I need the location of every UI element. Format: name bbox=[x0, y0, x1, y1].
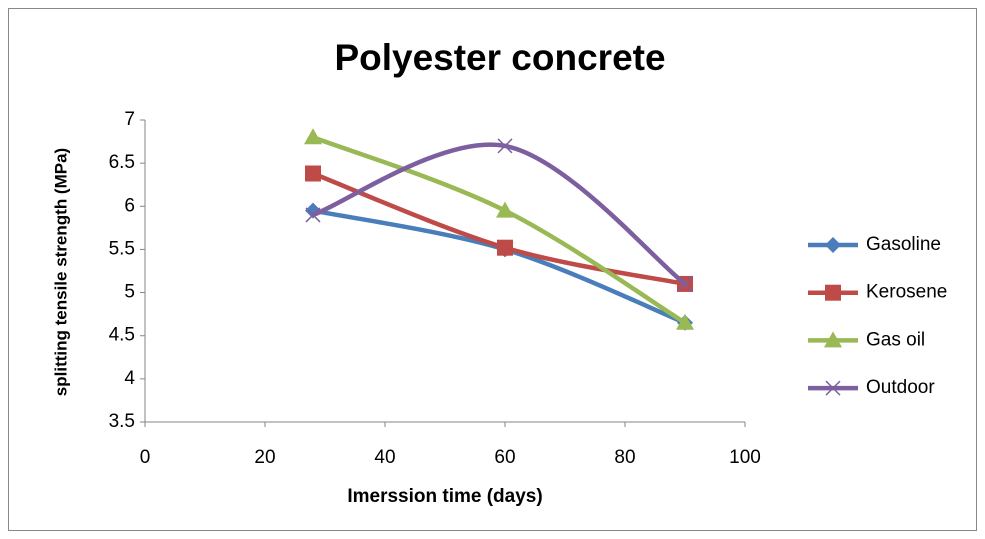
x-tick-label: 20 bbox=[254, 447, 275, 468]
marker bbox=[497, 138, 513, 154]
y-tick-label: 7 bbox=[124, 109, 135, 130]
y-axis-label: splitting tensile strength (MPa) bbox=[51, 148, 70, 396]
marker bbox=[305, 165, 321, 182]
marker bbox=[496, 201, 514, 218]
y-tick-label: 4 bbox=[124, 368, 135, 389]
x-tick-label: 60 bbox=[494, 447, 515, 468]
legend-label: Outdoor bbox=[866, 377, 935, 398]
y-tick-label: 5 bbox=[124, 282, 135, 303]
y-tick-label: 6.5 bbox=[109, 152, 135, 173]
x-axis-label: Imerssion time (days) bbox=[347, 486, 542, 507]
marker bbox=[304, 128, 322, 145]
legend-label: Kerosene bbox=[866, 282, 947, 303]
legend-marker bbox=[824, 331, 842, 348]
marker bbox=[676, 313, 694, 330]
y-tick-label: 6 bbox=[124, 195, 135, 216]
legend-label: Gas oil bbox=[866, 329, 925, 350]
x-tick-label: 40 bbox=[374, 447, 395, 468]
y-tick-label: 4.5 bbox=[109, 325, 135, 346]
marker bbox=[497, 239, 513, 256]
legend-marker bbox=[825, 380, 841, 396]
marker bbox=[305, 207, 321, 223]
chart-title: Polyester concrete bbox=[334, 37, 665, 78]
x-tick-label: 100 bbox=[729, 447, 761, 468]
legend-marker bbox=[825, 284, 841, 301]
legend-marker bbox=[825, 237, 841, 253]
y-tick-label: 5.5 bbox=[109, 238, 135, 259]
marker bbox=[677, 276, 693, 292]
chart-frame bbox=[8, 8, 977, 531]
y-tick-label: 3.5 bbox=[109, 411, 135, 432]
x-tick-label: 80 bbox=[614, 447, 635, 468]
x-tick-label: 0 bbox=[140, 447, 151, 468]
legend-label: Gasoline bbox=[866, 234, 941, 255]
